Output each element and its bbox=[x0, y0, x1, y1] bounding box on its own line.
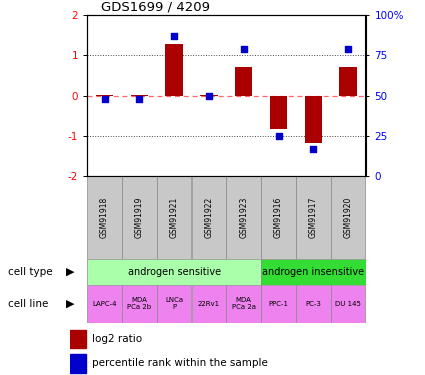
Text: ▶: ▶ bbox=[66, 267, 74, 277]
Bar bbox=[261, 285, 296, 322]
Bar bbox=[305, 96, 322, 143]
Text: percentile rank within the sample: percentile rank within the sample bbox=[92, 358, 268, 368]
Bar bbox=[96, 95, 113, 96]
Text: GSM91922: GSM91922 bbox=[204, 197, 213, 238]
Bar bbox=[227, 176, 261, 259]
Bar bbox=[122, 176, 156, 259]
Text: GSM91920: GSM91920 bbox=[343, 197, 353, 238]
Text: log2 ratio: log2 ratio bbox=[92, 334, 142, 344]
Text: GSM91916: GSM91916 bbox=[274, 197, 283, 238]
Bar bbox=[270, 96, 287, 129]
Bar bbox=[157, 285, 191, 322]
Bar bbox=[165, 44, 183, 96]
Text: LNCa
P: LNCa P bbox=[165, 297, 183, 310]
Text: PPC-1: PPC-1 bbox=[269, 301, 289, 307]
Bar bbox=[122, 285, 156, 322]
Bar bbox=[261, 259, 366, 285]
Text: GSM91923: GSM91923 bbox=[239, 197, 248, 238]
Point bbox=[240, 46, 247, 52]
Text: DU 145: DU 145 bbox=[335, 301, 361, 307]
Text: androgen insensitive: androgen insensitive bbox=[262, 267, 364, 277]
Text: ▶: ▶ bbox=[66, 299, 74, 309]
Bar bbox=[261, 176, 296, 259]
Bar bbox=[331, 285, 366, 322]
Text: cell line: cell line bbox=[8, 299, 49, 309]
Bar bbox=[331, 176, 366, 259]
Point bbox=[171, 33, 178, 39]
Point bbox=[345, 46, 351, 52]
Bar bbox=[87, 176, 122, 259]
Bar bbox=[192, 176, 226, 259]
Bar bbox=[70, 354, 86, 372]
Text: PC-3: PC-3 bbox=[306, 301, 321, 307]
Bar bbox=[130, 95, 148, 96]
Bar bbox=[87, 259, 261, 285]
Bar bbox=[235, 67, 252, 96]
Bar bbox=[340, 67, 357, 96]
Text: cell type: cell type bbox=[8, 267, 53, 277]
Text: GSM91921: GSM91921 bbox=[170, 197, 178, 238]
Text: 22Rv1: 22Rv1 bbox=[198, 301, 220, 307]
Bar bbox=[200, 95, 218, 96]
Text: GSM91919: GSM91919 bbox=[135, 197, 144, 238]
Text: MDA
PCa 2a: MDA PCa 2a bbox=[232, 297, 256, 310]
Bar bbox=[192, 285, 226, 322]
Point bbox=[206, 93, 212, 99]
Text: GDS1699 / 4209: GDS1699 / 4209 bbox=[101, 1, 210, 14]
Text: androgen sensitive: androgen sensitive bbox=[128, 267, 221, 277]
Point bbox=[136, 96, 143, 102]
Bar bbox=[296, 285, 331, 322]
Text: MDA
PCa 2b: MDA PCa 2b bbox=[127, 297, 151, 310]
Bar bbox=[87, 285, 122, 322]
Text: GSM91917: GSM91917 bbox=[309, 197, 318, 238]
Bar bbox=[157, 176, 191, 259]
Bar bbox=[227, 285, 261, 322]
Text: LAPC-4: LAPC-4 bbox=[92, 301, 117, 307]
Bar bbox=[296, 176, 331, 259]
Point bbox=[275, 133, 282, 139]
Bar bbox=[70, 330, 86, 348]
Point bbox=[310, 146, 317, 152]
Point bbox=[101, 96, 108, 102]
Text: GSM91918: GSM91918 bbox=[100, 197, 109, 238]
